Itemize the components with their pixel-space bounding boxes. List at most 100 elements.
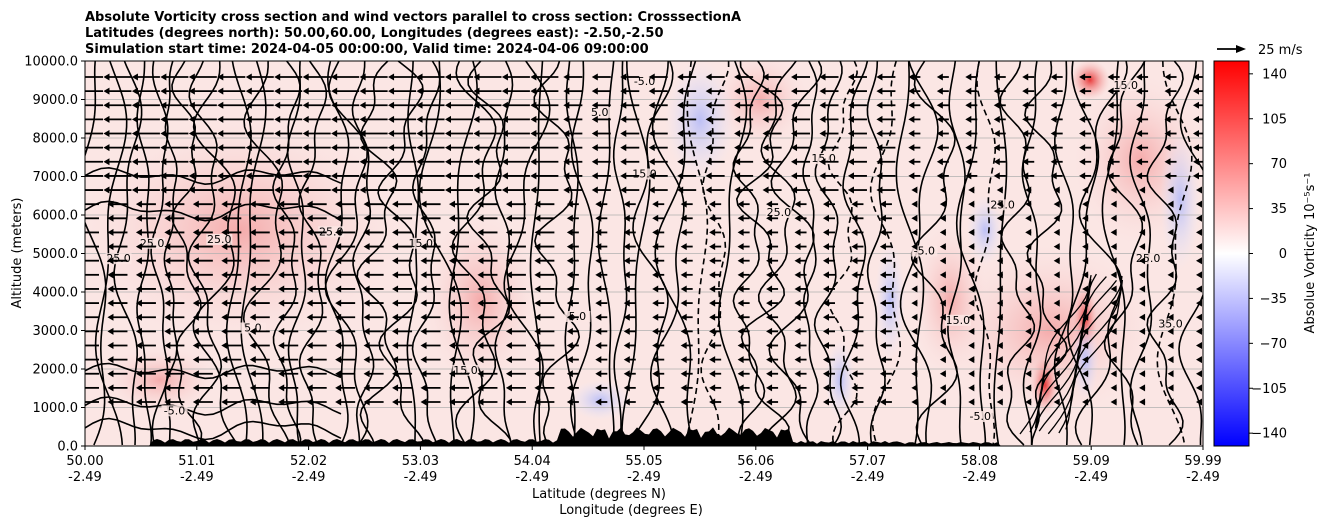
wind-arrow-head: [274, 87, 281, 95]
wind-arrow-head: [363, 313, 370, 321]
wind-arrow-head: [1193, 144, 1199, 152]
x-tick-label-latitude: 52.02: [290, 454, 327, 469]
wind-arrow-head: [1050, 144, 1057, 152]
wind-arrow-head: [851, 243, 858, 251]
wind-arrow-head: [620, 172, 627, 180]
wind-arrow-head: [623, 341, 630, 349]
wind-arrow-head: [1196, 341, 1202, 349]
wind-arrow-head: [936, 172, 943, 180]
wind-arrow-head: [819, 172, 826, 180]
wind-arrow-head: [623, 214, 630, 222]
wind-arrow-head: [794, 257, 801, 265]
wind-arrow-head: [188, 186, 195, 194]
wind-arrow-head: [766, 313, 773, 321]
wind-arrow-head: [623, 228, 630, 236]
wind-arrow-head: [1167, 384, 1174, 392]
title-line-2: Latitudes (degrees north): 50.00,60.00, …: [85, 26, 664, 41]
wind-arrow-head: [595, 271, 602, 279]
wind-arrow-head: [563, 130, 570, 138]
wind-arrow-head: [1022, 115, 1029, 123]
wind-arrow-head: [851, 299, 858, 307]
contour-line: [503, 61, 551, 446]
wind-arrow-head: [939, 214, 946, 222]
wind-arrow-head: [705, 130, 712, 138]
wind-arrow-head: [79, 229, 85, 236]
wind-arrow-head: [1022, 144, 1029, 152]
wind-arrow-head: [566, 257, 573, 265]
wind-arrow-head: [1079, 144, 1086, 152]
wind-arrow-head: [331, 130, 338, 138]
x-tick-label-longitude: -2.49: [851, 470, 885, 485]
wind-arrow-head: [823, 299, 829, 307]
contour-label: 15.0: [632, 168, 657, 181]
wind-arrow-head: [534, 200, 541, 208]
wind-arrow-head: [709, 257, 716, 265]
wind-arrow-head: [1107, 87, 1114, 95]
wind-arrow-head: [420, 285, 427, 293]
wind-arrow-head: [302, 172, 309, 180]
wind-arrow-head: [911, 214, 918, 222]
wind-arrow-head: [164, 370, 171, 378]
wind-arrow-head: [965, 101, 972, 109]
wind-arrow-head: [192, 271, 199, 279]
wind-arrow-head: [449, 214, 455, 222]
contour-label-bg: [967, 411, 994, 423]
contour-line: [418, 61, 463, 446]
wind-arrow-head: [566, 384, 573, 392]
wind-arrow-head: [680, 200, 687, 208]
wind-arrow-head: [566, 327, 573, 335]
contour-label: 25.0: [106, 252, 131, 265]
wind-arrow-head: [274, 73, 281, 81]
wind-arrow-head: [595, 257, 602, 265]
wind-arrow-head: [1107, 144, 1114, 152]
wind-arrow-head: [939, 370, 946, 378]
wind-arrow-head: [79, 201, 85, 208]
wind-arrow-head: [1025, 243, 1032, 251]
x-tick-label-latitude: 58.08: [961, 454, 998, 469]
contour-label-bg: [944, 314, 971, 326]
wind-arrow-head: [363, 243, 370, 251]
contour-line: [85, 362, 342, 380]
wind-arrow-head: [103, 172, 110, 180]
wind-arrow-head: [911, 186, 918, 194]
wind-arrow-head: [908, 87, 915, 95]
wind-arrow-head: [823, 200, 829, 208]
wind-arrow-head: [1025, 356, 1032, 364]
wind-arrow-head: [1167, 186, 1174, 194]
wind-arrow-head: [530, 186, 537, 194]
wind-arrow-head: [249, 299, 256, 307]
wind-arrow-head: [306, 384, 313, 392]
wind-arrow-head: [420, 356, 427, 364]
wind-arrow-head: [188, 87, 195, 95]
wind-arrow-head: [135, 299, 142, 307]
wind-arrow-head: [473, 73, 480, 81]
wind-arrow-head: [705, 186, 712, 194]
wind-arrow-head: [936, 87, 943, 95]
wind-arrow-head: [1025, 285, 1032, 293]
wind-arrow-head: [477, 384, 484, 392]
y-tick-label: 7000.0: [33, 170, 79, 185]
wind-vector-arrows: [79, 73, 1203, 406]
wind-arrow-head: [420, 299, 427, 307]
wind-arrow-head: [709, 313, 716, 321]
wind-arrow-head: [794, 285, 801, 293]
wind-arrow-head: [1082, 186, 1089, 194]
wind-arrow-head: [911, 398, 918, 406]
wind-arrow-head: [1139, 285, 1146, 293]
wind-arrow-head: [705, 87, 712, 95]
wind-arrow-head: [595, 200, 602, 208]
wind-arrow-head: [1110, 257, 1117, 265]
wind-arrow-head: [306, 214, 313, 222]
wind-arrow-head: [473, 158, 480, 166]
wind-arrow-head: [392, 200, 399, 208]
wind-arrow-head: [388, 130, 395, 138]
wind-arrow-head: [501, 101, 508, 109]
wind-arrow-head: [135, 327, 142, 335]
wind-arrow-head: [791, 172, 798, 180]
wind-arrow-head: [737, 228, 744, 236]
y-tick-label: 3000.0: [33, 324, 79, 339]
wind-arrow-head: [1050, 130, 1057, 138]
wind-arrow-head: [477, 341, 484, 349]
contour-line: [700, 61, 730, 446]
wind-arrow-head: [847, 130, 854, 138]
